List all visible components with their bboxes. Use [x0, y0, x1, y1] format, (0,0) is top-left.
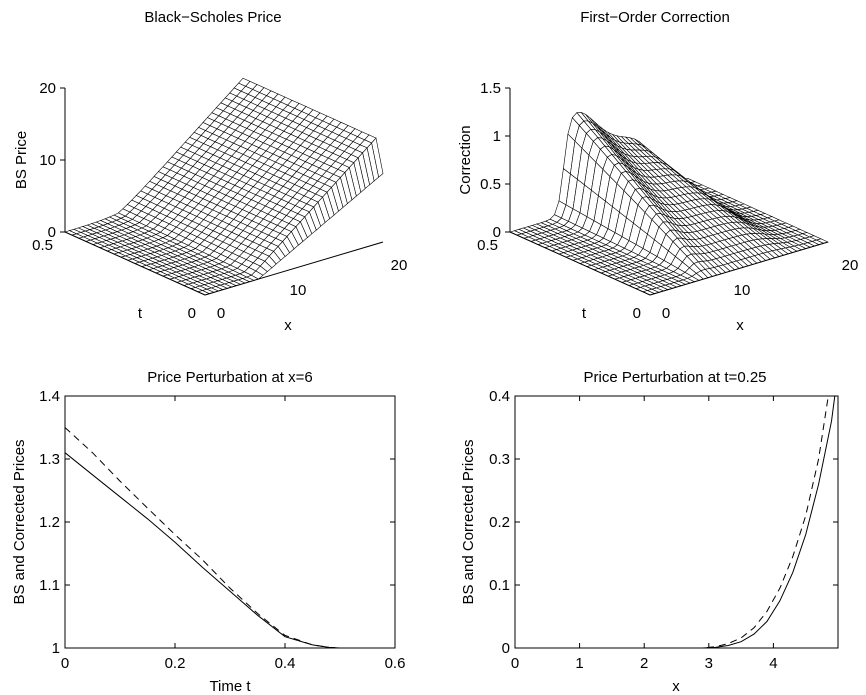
corr-xtick-label: 20	[842, 257, 859, 274]
bs-t-axis	[64, 231, 206, 296]
p4-plot-box	[514, 395, 839, 649]
x-tick-label: 0.2	[165, 655, 186, 672]
p3-series	[64, 427, 341, 649]
corr-xtick-label: 0	[662, 305, 670, 322]
corr-x-label: x	[736, 317, 744, 334]
y-tick-label: 1.3	[39, 451, 60, 468]
corr-ztick-label: 1	[493, 128, 501, 145]
panel-perturbation-t: Price Perturbation at t=0.25 0 1 2 3 4 0 0.1 0.…	[460, 369, 839, 695]
bs-ztick-label: 0	[48, 224, 56, 241]
y-tick-label: 1.4	[39, 388, 60, 405]
x-tick-label: 1	[575, 655, 583, 672]
x-tick-label: 2	[640, 655, 648, 672]
x-tick-label: 0	[61, 655, 69, 672]
p3-x-label: Time t	[209, 678, 251, 695]
bs-ztick-label: 20	[39, 80, 56, 97]
bs-price-line	[515, 395, 836, 649]
y-tick-label: 0	[502, 640, 510, 657]
correction-surface	[509, 112, 829, 296]
corr-ztick-label: 1.5	[480, 80, 501, 97]
corr-t-axis	[509, 231, 651, 296]
bs-ttick-label: 0.5	[32, 237, 53, 254]
y-tick-label: 0.1	[489, 577, 510, 594]
corr-ttick-label: 0	[633, 305, 641, 322]
p4-ticks: 0 1 2 3 4 0 0.1 0.2 0.3 0.4	[489, 388, 838, 672]
bs-z-label: BS Price	[13, 131, 30, 189]
bs-xtick-label: 20	[391, 257, 408, 274]
bs-ttick-label: 0	[188, 305, 196, 322]
title-bs-price: Black−Scholes Price	[144, 9, 281, 26]
corrected-price-line	[515, 395, 829, 649]
x-tick-label: 3	[705, 655, 713, 672]
corr-ttick-label: 0.5	[477, 237, 498, 254]
bs-ztick-label: 10	[39, 152, 56, 169]
x-tick-label: 0.4	[275, 655, 296, 672]
y-tick-label: 1.1	[39, 577, 60, 594]
corr-xtick-label: 10	[734, 282, 751, 299]
y-tick-label: 0.4	[489, 388, 510, 405]
p3-y-label: BS and Corrected Prices	[11, 439, 28, 604]
bs-x-axis	[204, 241, 384, 296]
corrected-price-line	[64, 427, 341, 649]
p4-y-label: BS and Corrected Prices	[460, 439, 477, 604]
panel-perturbation-x: Price Perturbation at x=6 0 0.2 0.4 0.6 1 1.1…	[11, 369, 405, 695]
bs-t-label: t	[138, 305, 143, 322]
corr-ztick-label: 0.5	[480, 176, 501, 193]
p3-plot-box	[64, 395, 396, 649]
x-tick-label: 0	[511, 655, 519, 672]
title-correction: First−Order Correction	[580, 9, 730, 26]
corr-z-label: Correction	[457, 125, 474, 194]
p4-x-label: x	[672, 678, 680, 695]
title-perturbation-x: Price Perturbation at x=6	[147, 369, 313, 386]
corr-t-label: t	[582, 305, 587, 322]
y-tick-label: 0.3	[489, 451, 510, 468]
bs-xtick-label: 0	[217, 305, 225, 322]
x-tick-label: 4	[769, 655, 777, 672]
bs-price-surface	[64, 77, 384, 296]
y-tick-label: 1	[52, 640, 60, 657]
x-tick-label: 0.6	[385, 655, 406, 672]
y-tick-label: 0.2	[489, 514, 510, 531]
corr-ztick-label: 0	[493, 224, 501, 241]
bs-x-label: x	[284, 317, 292, 334]
p3-ticks: 0 0.2 0.4 0.6 1 1.1 1.2 1.3 1.4	[39, 388, 405, 672]
bs-xtick-label: 10	[290, 282, 307, 299]
y-tick-label: 1.2	[39, 514, 60, 531]
bs-price-line	[64, 452, 341, 649]
panel-bs-price: Black−Scholes Price 0 10 20 BS Price 0.5…	[13, 9, 407, 334]
panel-correction: First−Order Correction 0 0.5 1 1.5 Corre…	[457, 9, 858, 334]
p4-series	[515, 395, 836, 649]
title-perturbation-t: Price Perturbation at t=0.25	[583, 369, 766, 386]
corr-x-axis	[649, 241, 829, 296]
